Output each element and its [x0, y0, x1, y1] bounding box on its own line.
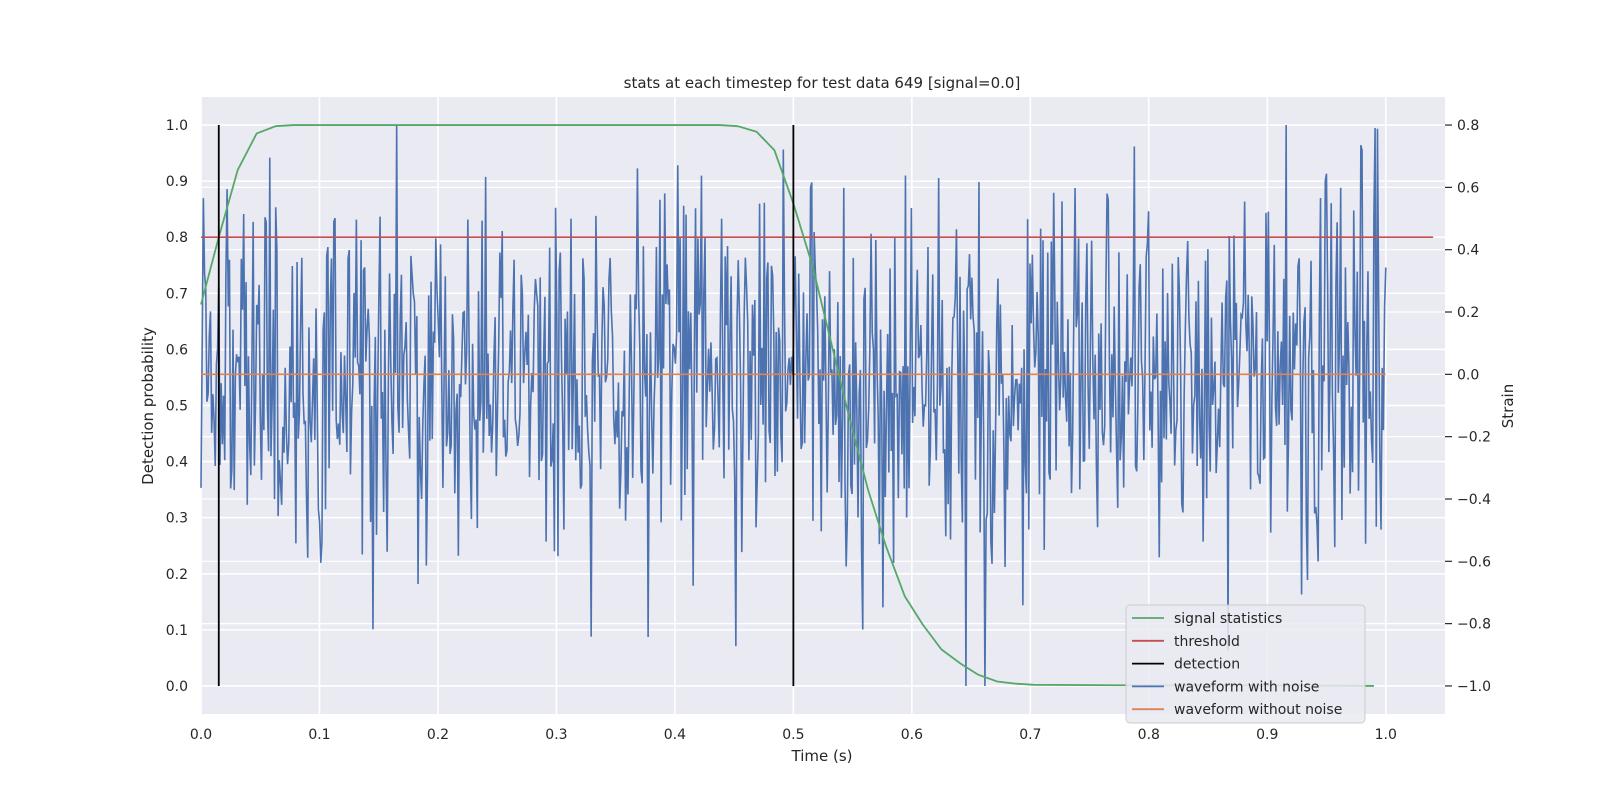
legend-label: detection: [1174, 657, 1240, 673]
y-left-tick-label: 0.0: [166, 679, 188, 695]
y-left-tick-label: 0.3: [166, 511, 188, 527]
y-left-tick-label: 0.5: [166, 399, 188, 415]
y-left-tick-label: 0.8: [166, 230, 188, 246]
y-right-tick-label: 0.4: [1457, 243, 1479, 259]
y-left-tick-label: 0.9: [166, 174, 188, 190]
x-tick-label: 0.4: [664, 727, 686, 743]
y-right-axis-ticks: −1.0 −0.8 −0.6 −0.4 −0.2 0.0 0.2 0.4 0.6 0.8: [1445, 118, 1491, 695]
legend-label: waveform without noise: [1174, 702, 1342, 718]
series-layer: [200, 124, 1434, 687]
legend-label: signal statistics: [1174, 611, 1282, 627]
y-right-tick-label: 0.2: [1457, 305, 1479, 321]
x-axis-ticks: 0.0 0.1 0.2 0.3 0.4 0.5 0.6 0.7 0.8 0.9 1.0: [190, 727, 1397, 743]
y-left-tick-label: 1.0: [166, 118, 188, 134]
y-left-axis-label: Detection probability: [139, 327, 157, 485]
y-right-axis-label: Strain: [1499, 384, 1517, 428]
y-right-tick-label: −1.0: [1457, 679, 1491, 695]
y-right-tick-label: 0.8: [1457, 118, 1479, 134]
y-right-tick-label: −0.2: [1457, 430, 1491, 446]
x-tick-label: 0.0: [190, 727, 212, 743]
x-tick-label: 0.1: [308, 727, 330, 743]
legend-label: waveform with noise: [1174, 679, 1319, 695]
legend-box: [1125, 604, 1366, 724]
legend: signal statistics threshold detection wavef…: [1125, 604, 1366, 724]
x-tick-label: 0.9: [1256, 727, 1278, 743]
x-tick-label: 0.6: [901, 727, 923, 743]
y-right-tick-label: −0.6: [1457, 554, 1491, 570]
y-right-tick-label: −0.8: [1457, 617, 1491, 633]
y-left-tick-label: 0.4: [166, 455, 188, 471]
y-left-tick-label: 0.1: [166, 623, 188, 639]
legend-label: threshold: [1174, 634, 1240, 650]
x-tick-label: 0.5: [782, 727, 804, 743]
y-right-tick-label: 0.6: [1457, 180, 1479, 196]
x-tick-label: 0.2: [427, 727, 449, 743]
y-left-tick-label: 0.7: [166, 286, 188, 302]
signal-statistics-line: [200, 124, 1374, 687]
x-axis-label: Time (s): [791, 747, 853, 765]
x-tick-label: 0.8: [1138, 727, 1160, 743]
y-left-tick-label: 0.2: [166, 567, 188, 583]
y-right-tick-label: 0.0: [1457, 367, 1479, 383]
x-tick-label: 1.0: [1375, 727, 1397, 743]
y-right-tick-label: −0.4: [1457, 492, 1491, 508]
x-tick-label: 0.3: [545, 727, 567, 743]
x-tick-label: 0.7: [1019, 727, 1041, 743]
y-left-tick-label: 0.6: [166, 342, 188, 358]
chart-title: stats at each timestep for test data 649…: [624, 74, 1021, 92]
y-left-axis-ticks: 0.0 0.1 0.2 0.3 0.4 0.5 0.6 0.7 0.8 0.9 1.0: [166, 118, 188, 695]
